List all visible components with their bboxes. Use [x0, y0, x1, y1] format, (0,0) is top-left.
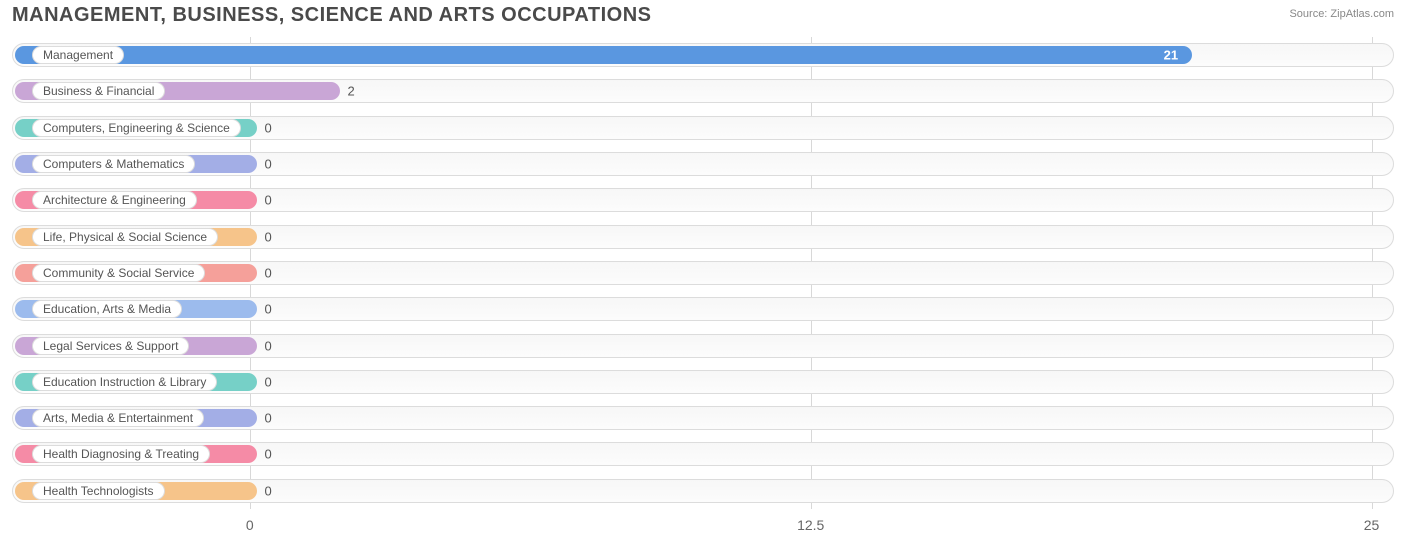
bar-row: Community & Social Service 0 — [12, 255, 1394, 291]
bar-category-label: Life, Physical & Social Science — [32, 228, 218, 246]
bar-row: Management 21 — [12, 37, 1394, 73]
bar-value-label: 21 — [1164, 48, 1178, 63]
bar-category-label: Community & Social Service — [32, 264, 205, 282]
x-tick-label: 0 — [246, 517, 254, 533]
x-tick-label: 25 — [1364, 517, 1380, 533]
bar-value-label: 0 — [265, 265, 272, 280]
bar-row: Business & Financial 2 — [12, 73, 1394, 109]
bar-value-label: 0 — [265, 193, 272, 208]
bar-category-label: Education, Arts & Media — [32, 300, 182, 318]
bar-value-label: 0 — [265, 411, 272, 426]
bar-row: Life, Physical & Social Science 0 — [12, 218, 1394, 254]
bar-category-label: Computers, Engineering & Science — [32, 119, 241, 137]
bar-value-label: 0 — [265, 338, 272, 353]
bar-row: Legal Services & Support 0 — [12, 327, 1394, 363]
bar-value-label: 0 — [265, 483, 272, 498]
bar-category-label: Arts, Media & Entertainment — [32, 409, 204, 427]
bar-value-label: 0 — [265, 302, 272, 317]
bar-category-label: Business & Financial — [32, 82, 165, 100]
bar-category-label: Management — [32, 46, 124, 64]
bar-fill — [15, 46, 1192, 64]
bar-row: Computers & Mathematics 0 — [12, 146, 1394, 182]
bar-category-label: Computers & Mathematics — [32, 155, 195, 173]
bar-value-label: 2 — [348, 84, 355, 99]
bar-value-label: 0 — [265, 157, 272, 172]
chart-area: Management 21 Business & Financial 2 Compute… — [12, 37, 1394, 537]
x-tick-label: 12.5 — [797, 517, 824, 533]
bar-row: Health Technologists 0 — [12, 473, 1394, 509]
bar-row: Computers, Engineering & Science 0 — [12, 110, 1394, 146]
bar-category-label: Health Technologists — [32, 482, 165, 500]
bar-category-label: Education Instruction & Library — [32, 373, 217, 391]
bar-row: Arts, Media & Entertainment 0 — [12, 400, 1394, 436]
bar-category-label: Health Diagnosing & Treating — [32, 445, 210, 463]
bar-row: Education, Arts & Media 0 — [12, 291, 1394, 327]
bar-value-label: 0 — [265, 447, 272, 462]
bar-row: Education Instruction & Library 0 — [12, 364, 1394, 400]
chart-title: MANAGEMENT, BUSINESS, SCIENCE AND ARTS O… — [12, 4, 651, 27]
source-label: Source: ZipAtlas.com — [1289, 4, 1394, 20]
bar-value-label: 0 — [265, 374, 272, 389]
bar-value-label: 0 — [265, 229, 272, 244]
bar-row: Health Diagnosing & Treating 0 — [12, 436, 1394, 472]
bar-row: Architecture & Engineering 0 — [12, 182, 1394, 218]
plot-region: Management 21 Business & Financial 2 Compute… — [12, 37, 1394, 509]
header: MANAGEMENT, BUSINESS, SCIENCE AND ARTS O… — [0, 0, 1406, 27]
bar-category-label: Legal Services & Support — [32, 337, 189, 355]
bar-category-label: Architecture & Engineering — [32, 191, 197, 209]
bar-value-label: 0 — [265, 120, 272, 135]
